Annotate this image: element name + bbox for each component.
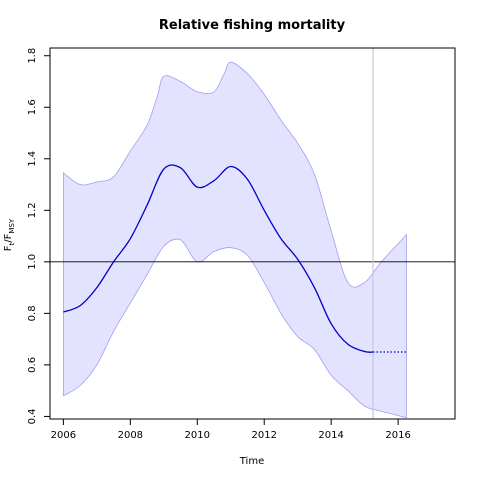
- x-tick-label-2008: 2008: [118, 430, 143, 441]
- y-tick-label-4: 1.2: [27, 202, 38, 218]
- x-tick-label-2014: 2014: [318, 430, 343, 441]
- y-tick-label-6: 1.6: [27, 99, 38, 115]
- y-tick-label-7: 1.8: [27, 48, 38, 64]
- y-label-sep: /F: [3, 233, 14, 242]
- y-axis-label: Ft/FMSY: [3, 218, 16, 251]
- estimate-line: [63, 164, 374, 353]
- x-axis: 2006 2008 2010 2012 2014 2016: [51, 419, 411, 441]
- y-label-sub1: t: [8, 242, 16, 245]
- y-tick-label-1: 0.6: [27, 357, 38, 373]
- y-tick-label-5: 1.4: [27, 151, 38, 167]
- y-tick-label-2: 0.8: [27, 305, 38, 321]
- y-axis: 0.4 0.6 0.8 1.0 1.2 1.4 1.6 1.8: [27, 48, 50, 424]
- x-tick-label-2012: 2012: [251, 430, 276, 441]
- x-tick-label-2006: 2006: [51, 430, 76, 441]
- y-tick-label-3: 1.0: [27, 254, 38, 270]
- x-tick-label-2010: 2010: [185, 430, 210, 441]
- plot-frame: [49, 47, 456, 420]
- y-tick-label-0: 0.4: [27, 408, 38, 424]
- y-label-main: F: [3, 245, 14, 251]
- confidence-band: [62, 61, 407, 419]
- x-axis-label: Time: [239, 456, 264, 467]
- y-label-sub2: MSY: [8, 218, 16, 233]
- chart-title: Relative fishing mortality: [159, 18, 346, 33]
- x-tick-label-2016: 2016: [385, 430, 410, 441]
- plot-area: [50, 48, 455, 419]
